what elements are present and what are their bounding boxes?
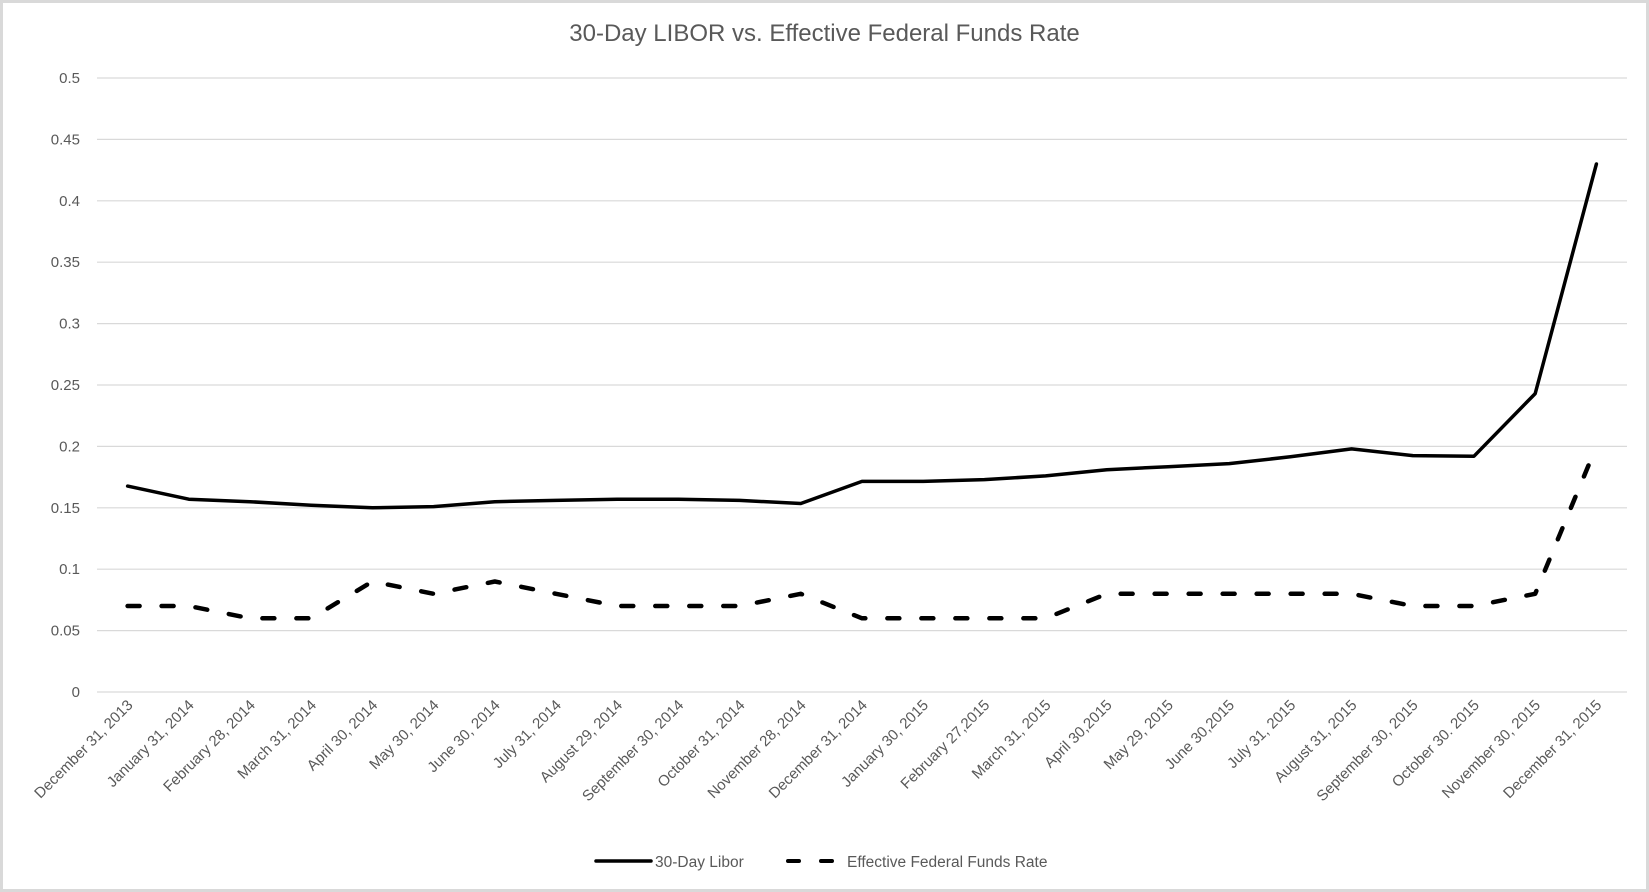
y-tick-label: 0.05 [51, 623, 80, 640]
x-tick-label: December 31, 2013 [31, 697, 136, 802]
legend-label-libor: 30-Day Libor [655, 854, 744, 871]
y-tick-label: 0.15 [51, 500, 80, 517]
legend-label-fed-funds: Effective Federal Funds Rate [847, 854, 1047, 871]
y-tick-label: 0.2 [59, 438, 80, 455]
y-tick-label: 0.35 [51, 254, 80, 271]
y-axis-ticks: 0 0.05 0.1 0.15 0.2 0.25 0.3 0.35 0.4 0.45 0.5 [51, 70, 80, 701]
y-tick-label: 0.5 [59, 70, 80, 87]
y-tick-label: 0.25 [51, 377, 80, 394]
chart-title: 30-Day LIBOR vs. Effective Federal Funds… [569, 20, 1080, 47]
y-tick-label: 0.45 [51, 131, 80, 148]
x-tick-label: September 30, 2015 [1313, 697, 1421, 805]
y-tick-label: 0.4 [59, 193, 80, 210]
y-tick-label: 0.1 [59, 561, 80, 578]
gridlines [97, 77, 1627, 693]
series-line-libor [125, 162, 1599, 510]
y-tick-label: 0 [72, 684, 80, 701]
series-line-fed-funds [125, 444, 1599, 621]
legend: 30-Day Libor Effective Federal Funds Rat… [594, 854, 1047, 871]
y-tick-label: 0.3 [59, 316, 80, 333]
x-tick-label: September 30, 2014 [579, 697, 687, 805]
series-lines [125, 162, 1599, 621]
